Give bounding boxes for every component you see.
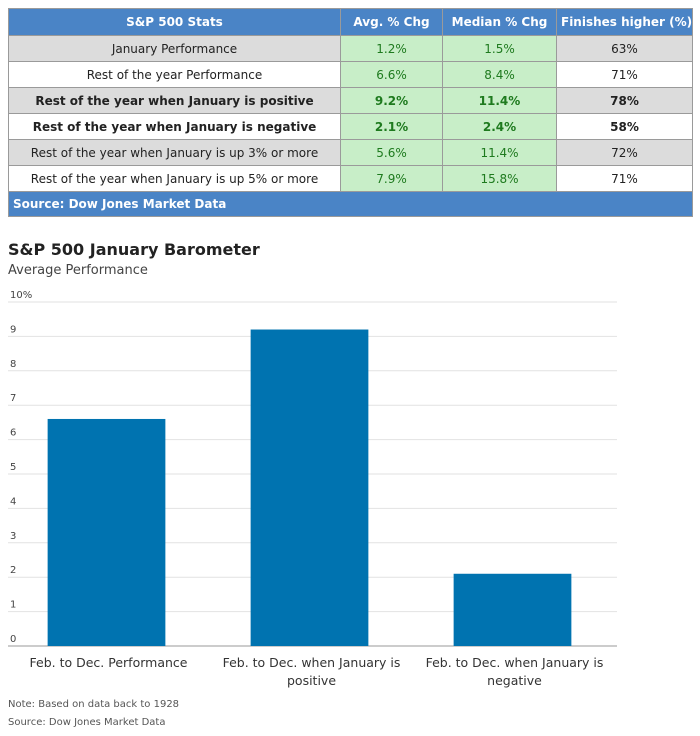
avg-cell: 2.1%	[340, 113, 443, 140]
y-tick-label: 6	[10, 428, 16, 439]
table-header-row: S&P 500 Stats Avg. % Chg Median % Chg Fi…	[8, 8, 693, 36]
higher-cell: 63%	[556, 35, 693, 62]
chart-source: Source: Dow Jones Market Data	[8, 717, 166, 728]
chart-note: Note: Based on data back to 1928	[8, 699, 180, 710]
table-row: Rest of the year when January is up 3% o…	[8, 139, 693, 166]
y-tick-label: 8	[10, 359, 16, 370]
median-cell: 1.5%	[442, 35, 557, 62]
x-category-label: negative	[487, 673, 542, 688]
table-source: Source: Dow Jones Market Data	[8, 191, 693, 217]
table-source-row: Source: Dow Jones Market Data	[8, 191, 693, 217]
y-tick-label: 9	[10, 324, 16, 335]
chart-subtitle: Average Performance	[8, 263, 148, 278]
table-row: Rest of the year when January is positiv…	[8, 87, 693, 114]
header-stats: S&P 500 Stats	[8, 8, 341, 36]
x-category-label: Feb. to Dec. when January is	[223, 655, 401, 670]
bar	[47, 418, 166, 646]
chart-title: S&P 500 January Barometer	[8, 240, 260, 259]
higher-cell: 58%	[556, 113, 693, 140]
row-label: Rest of the year when January is up 3% o…	[8, 139, 341, 166]
x-category-label: Feb. to Dec. when January is	[426, 655, 604, 670]
table-row: January Performance 1.2% 1.5% 63%	[8, 35, 693, 62]
table-row: Rest of the year when January is up 5% o…	[8, 165, 693, 192]
header-finishes-higher: Finishes higher (%)	[556, 8, 693, 36]
median-cell: 2.4%	[442, 113, 557, 140]
row-label: January Performance	[8, 35, 341, 62]
row-label: Rest of the year when January is up 5% o…	[8, 165, 341, 192]
y-tick-label: 3	[10, 531, 16, 542]
avg-cell: 7.9%	[340, 165, 443, 192]
stats-table: S&P 500 Stats Avg. % Chg Median % Chg Fi…	[8, 8, 693, 217]
avg-cell: 5.6%	[340, 139, 443, 166]
higher-cell: 72%	[556, 139, 693, 166]
y-tick-label: 7	[10, 393, 16, 404]
table-row: Rest of the year Performance 6.6% 8.4% 7…	[8, 61, 693, 88]
y-tick-label: 4	[10, 496, 16, 507]
avg-cell: 6.6%	[340, 61, 443, 88]
row-label: Rest of the year Performance	[8, 61, 341, 88]
median-cell: 15.8%	[442, 165, 557, 192]
row-label: Rest of the year when January is positiv…	[8, 87, 341, 114]
y-tick-label: 0	[10, 634, 16, 645]
x-category-label: Feb. to Dec. Performance	[30, 655, 188, 670]
higher-cell: 78%	[556, 87, 693, 114]
bar	[453, 573, 572, 646]
median-cell: 11.4%	[442, 87, 557, 114]
avg-cell: 9.2%	[340, 87, 443, 114]
bar	[250, 329, 369, 646]
median-cell: 8.4%	[442, 61, 557, 88]
y-tick-label: 1	[10, 600, 16, 611]
y-tick-label: 5	[10, 462, 16, 473]
y-tick-label: 10%	[10, 290, 32, 301]
y-tick-label: 2	[10, 565, 16, 576]
x-category-label: positive	[287, 673, 336, 688]
chart-y-ticks: 0 1 2 3 4 5 6 7 8 9 10%	[10, 290, 32, 645]
avg-cell: 1.2%	[340, 35, 443, 62]
median-cell: 11.4%	[442, 139, 557, 166]
chart-x-labels: Feb. to Dec. Performance Feb. to Dec. whe…	[30, 655, 604, 688]
chart-bars	[47, 329, 572, 646]
